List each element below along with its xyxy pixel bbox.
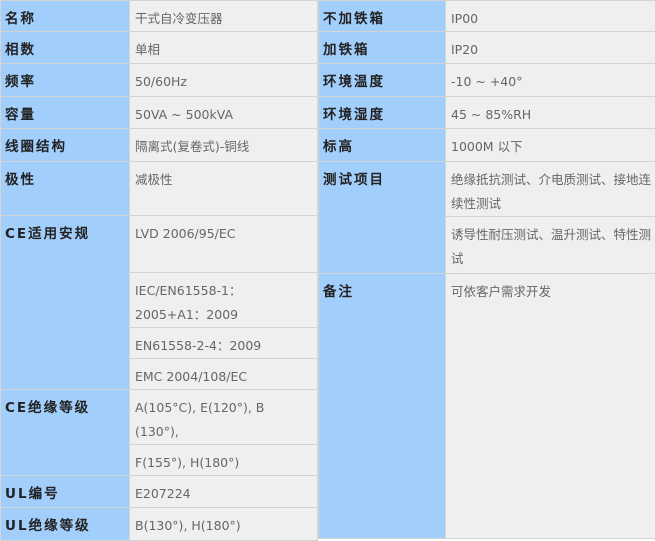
label-ul-number: UL编号 (1, 476, 130, 508)
table-row: 相数单相 (1, 32, 318, 64)
value-coil: 隔离式(复卷式)-铜线 (130, 129, 318, 162)
table-row: 极性减极性 (1, 162, 318, 216)
value-tests-1: 绝缘抵抗测试、介电质测试、接地连续性测试 (446, 162, 655, 217)
value-capacity: 50VA ~ 500kVA (130, 97, 318, 129)
table-row: 备注可依客户需求开发 (319, 274, 655, 539)
value-ul-number: E207224 (130, 476, 318, 508)
value-phase: 单相 (130, 32, 318, 64)
value-remarks: 可依客户需求开发 (446, 274, 655, 539)
label-remarks: 备注 (319, 274, 446, 539)
value-altitude: 1000M 以下 (446, 129, 655, 162)
value-polarity: 减极性 (130, 162, 318, 216)
value-name: 干式自冷变压器 (130, 1, 318, 32)
label-frequency: 频率 (1, 64, 130, 97)
table-row: 名称干式自冷变压器 (1, 1, 318, 32)
value-no-case: IP00 (446, 1, 655, 32)
value-with-case: IP20 (446, 32, 655, 64)
label-phase: 相数 (1, 32, 130, 64)
value-temperature: -10 ~ +40° (446, 64, 655, 97)
table-row: 测试项目绝缘抵抗测试、介电质测试、接地连续性测试 (319, 162, 655, 217)
label-no-case: 不加铁箱 (319, 1, 446, 32)
value-tests-2: 诱导性耐压测试、温升测试、特性测试 (446, 217, 655, 274)
label-capacity: 容量 (1, 97, 130, 129)
label-name: 名称 (1, 1, 130, 32)
label-temperature: 环境温度 (319, 64, 446, 97)
label-polarity: 极性 (1, 162, 130, 216)
table-row: 环境温度-10 ~ +40° (319, 64, 655, 97)
table-row: 线圈结构隔离式(复卷式)-铜线 (1, 129, 318, 162)
label-coil: 线圈结构 (1, 129, 130, 162)
label-ce-safety: CE适用安规 (1, 216, 130, 390)
label-humidity: 环境湿度 (319, 97, 446, 129)
value-frequency: 50/60Hz (130, 64, 318, 97)
label-ce-insulation: CE绝缘等级 (1, 390, 130, 476)
label-with-case: 加铁箱 (319, 32, 446, 64)
value-ul-insulation: B(130°), H(180°) (130, 508, 318, 541)
value-ce-safety-3: EN61558-2-4：2009 (130, 328, 318, 359)
value-humidity: 45 ~ 85%RH (446, 97, 655, 129)
value-ce-insulation-2: F(155°), H(180°) (130, 445, 318, 476)
label-altitude: 标高 (319, 129, 446, 162)
label-tests: 测试项目 (319, 162, 446, 274)
value-ce-insulation-1: A(105°C), E(120°), B (130°), (130, 390, 318, 445)
value-ce-safety-4: EMC 2004/108/EC (130, 359, 318, 390)
label-ul-insulation: UL绝缘等级 (1, 508, 130, 541)
value-ce-safety-2: IEC/EN61558-1：2005+A1：2009 (130, 273, 318, 328)
value-ce-safety-1: LVD 2006/95/EC (130, 216, 318, 273)
